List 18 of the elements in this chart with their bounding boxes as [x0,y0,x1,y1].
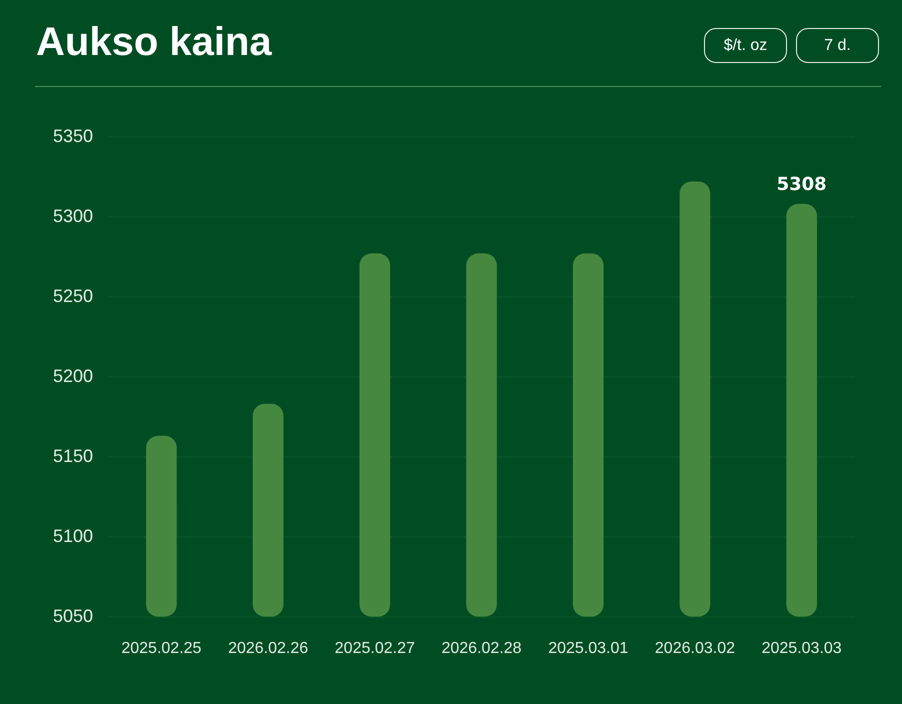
x-tick-label: 2026.03.02 [654,640,736,657]
x-tick-label: 2025.03.01 [548,640,628,657]
x-tick-label: 2026.02.28 [441,640,522,657]
x-tick-label: 2025.02.25 [121,640,202,657]
chart-title: Aukso kaina [36,20,272,65]
y-tick-label: 5050 [52,606,94,626]
unit-button[interactable]: $/t. oz [704,28,787,63]
y-tick-label: 5350 [52,126,94,146]
y-tick-label: 5150 [52,446,94,466]
x-tick-label: 2025.03.03 [762,640,842,657]
y-tick-label: 5250 [52,286,94,306]
y-tick-label: 5200 [52,366,94,386]
x-tick-label: 2026.02.26 [228,640,308,657]
y-tick-label: 5300 [52,206,94,226]
data-label: 5308 [776,174,827,195]
y-tick-label: 5100 [52,526,94,546]
x-tick-label: 2025.02.27 [334,640,415,657]
period-button[interactable]: 7 d. [796,28,879,63]
